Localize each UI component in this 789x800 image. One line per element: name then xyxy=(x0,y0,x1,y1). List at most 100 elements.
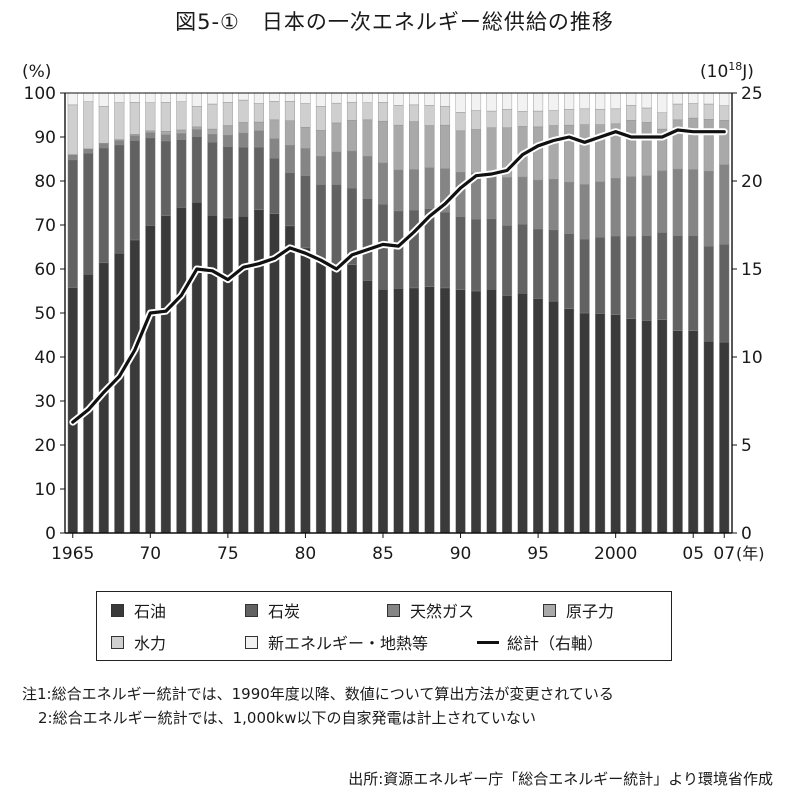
bar-1986-series-1 xyxy=(393,210,404,289)
bar-1979-series-0 xyxy=(284,225,295,534)
y-left-tick-label-80: 80 xyxy=(34,172,56,192)
bar-1976-series-5 xyxy=(238,92,249,101)
legend-line-total xyxy=(477,640,499,644)
notes: 注1: 総合エネルギー統計では、1990年度以降、数値について算出方法が変更され… xyxy=(22,682,772,730)
legend-item-gas: 天然ガス xyxy=(387,598,474,622)
bar-1984-series-4 xyxy=(362,102,373,121)
bar-2005-series-2 xyxy=(688,169,699,236)
bar-2003-series-4 xyxy=(657,112,668,130)
bar-1998-series-3 xyxy=(579,124,590,185)
bar-1975-series-5 xyxy=(222,92,233,103)
bar-2006-series-2 xyxy=(703,171,714,247)
bar-1978-series-5 xyxy=(269,92,280,102)
y-left-tick-label-70: 70 xyxy=(34,216,56,236)
bar-1975-series-4 xyxy=(222,102,233,126)
bar-1974-series-5 xyxy=(207,92,218,105)
bar-1995-series-0 xyxy=(533,298,544,534)
legend-label-total: 総計（右軸） xyxy=(507,634,604,653)
x-tick-label-2000: 2000 xyxy=(594,544,637,564)
bar-1979-series-3 xyxy=(284,120,295,146)
x-tick-label-1970: 70 xyxy=(139,544,161,564)
bar-1979-series-5 xyxy=(284,92,295,102)
bar-2005-series-3 xyxy=(688,117,699,170)
note-1-label: 注1: xyxy=(22,685,52,703)
bar-1973-series-3 xyxy=(191,126,202,130)
bar-1970-series-0 xyxy=(145,225,156,534)
bar-1987-series-2 xyxy=(409,169,420,211)
bar-1977-series-5 xyxy=(253,92,264,104)
bar-1976-series-4 xyxy=(238,99,249,123)
y-right-unit: (1018J) xyxy=(700,60,754,82)
bar-1987-series-0 xyxy=(409,287,420,534)
bar-1968-series-0 xyxy=(114,252,125,534)
bar-1990-series-0 xyxy=(455,289,466,534)
bar-1978-series-2 xyxy=(269,138,280,159)
bar-1982-series-4 xyxy=(331,102,342,124)
bar-1994-series-4 xyxy=(517,111,528,127)
legend-item-total: 総計（右軸） xyxy=(477,630,603,654)
bar-1973-series-1 xyxy=(191,136,202,203)
bar-1994-series-0 xyxy=(517,293,528,534)
bar-1992-series-5 xyxy=(486,92,497,112)
total-line xyxy=(71,128,726,424)
bar-1973-series-0 xyxy=(191,201,202,534)
bar-1984-series-5 xyxy=(362,92,373,103)
bar-1989-series-5 xyxy=(440,92,451,107)
bar-1977-series-4 xyxy=(253,103,264,123)
source-credit: 出所:資源エネルギー庁「総合エネルギー統計」より環境省作成 xyxy=(348,770,773,788)
legend-swatch-nuclear xyxy=(543,603,556,617)
bar-1999-series-2 xyxy=(595,181,606,238)
y-left-tick-label-30: 30 xyxy=(34,392,56,412)
bar-1986-series-4 xyxy=(393,105,404,126)
legend-label-coal: 石炭 xyxy=(268,602,301,621)
x-tick-label-1965: 1965 xyxy=(51,544,94,564)
bar-1980-series-0 xyxy=(300,247,311,534)
bar-1968-series-1 xyxy=(114,144,125,254)
bar-1999-series-4 xyxy=(595,109,606,125)
bar-1982-series-0 xyxy=(331,269,342,534)
bar-1972-series-2 xyxy=(176,133,187,140)
bar-2005-series-0 xyxy=(688,330,699,534)
bar-1982-series-1 xyxy=(331,184,342,271)
bar-1967-series-4 xyxy=(98,105,109,144)
bar-1996-series-5 xyxy=(548,92,559,111)
bar-1975-series-0 xyxy=(222,217,233,534)
bar-1980-series-5 xyxy=(300,92,311,104)
y-right-tick-label-0: 0 xyxy=(741,524,752,544)
bar-1980-series-4 xyxy=(300,103,311,128)
bar-1982-series-3 xyxy=(331,122,342,153)
bar-1967-series-5 xyxy=(98,92,109,107)
bar-1998-series-0 xyxy=(579,312,590,534)
y-right-tick-label-15: 15 xyxy=(741,260,763,280)
bar-2006-series-4 xyxy=(703,103,714,120)
x-axis-unit: (年) xyxy=(736,544,765,563)
note-1-text: 総合エネルギー統計では、1990年度以降、数値について算出方法が変更されている xyxy=(51,685,614,703)
bar-2006-series-5 xyxy=(703,92,714,105)
bar-1989-series-4 xyxy=(440,105,451,126)
bar-1983-series-2 xyxy=(346,150,357,189)
bar-1981-series-1 xyxy=(315,184,326,261)
bar-1976-series-2 xyxy=(238,132,249,148)
bar-2000-series-1 xyxy=(610,235,621,315)
bar-1969-series-2 xyxy=(129,135,140,141)
bar-1988-series-4 xyxy=(424,105,435,126)
bar-1968-series-2 xyxy=(114,140,125,146)
bar-1996-series-1 xyxy=(548,229,559,302)
bar-1993-series-2 xyxy=(502,177,513,226)
bar-1987-series-3 xyxy=(409,121,420,170)
bar-1969-series-1 xyxy=(129,140,140,241)
bar-1986-series-2 xyxy=(393,169,404,212)
bar-2003-series-2 xyxy=(657,170,668,233)
bar-1985-series-4 xyxy=(377,102,388,122)
bar-1969-series-5 xyxy=(129,92,140,103)
bar-1999-series-5 xyxy=(595,92,606,110)
bar-1978-series-4 xyxy=(269,101,280,121)
bar-2003-series-1 xyxy=(657,232,668,320)
bar-1996-series-4 xyxy=(548,110,559,126)
bar-1987-series-4 xyxy=(409,104,420,122)
y-right-tick-label-20: 20 xyxy=(741,172,763,192)
bar-1992-series-1 xyxy=(486,218,497,290)
bar-2005-series-5 xyxy=(688,92,699,104)
bar-1991-series-0 xyxy=(471,290,482,534)
bar-1993-series-4 xyxy=(502,109,513,128)
